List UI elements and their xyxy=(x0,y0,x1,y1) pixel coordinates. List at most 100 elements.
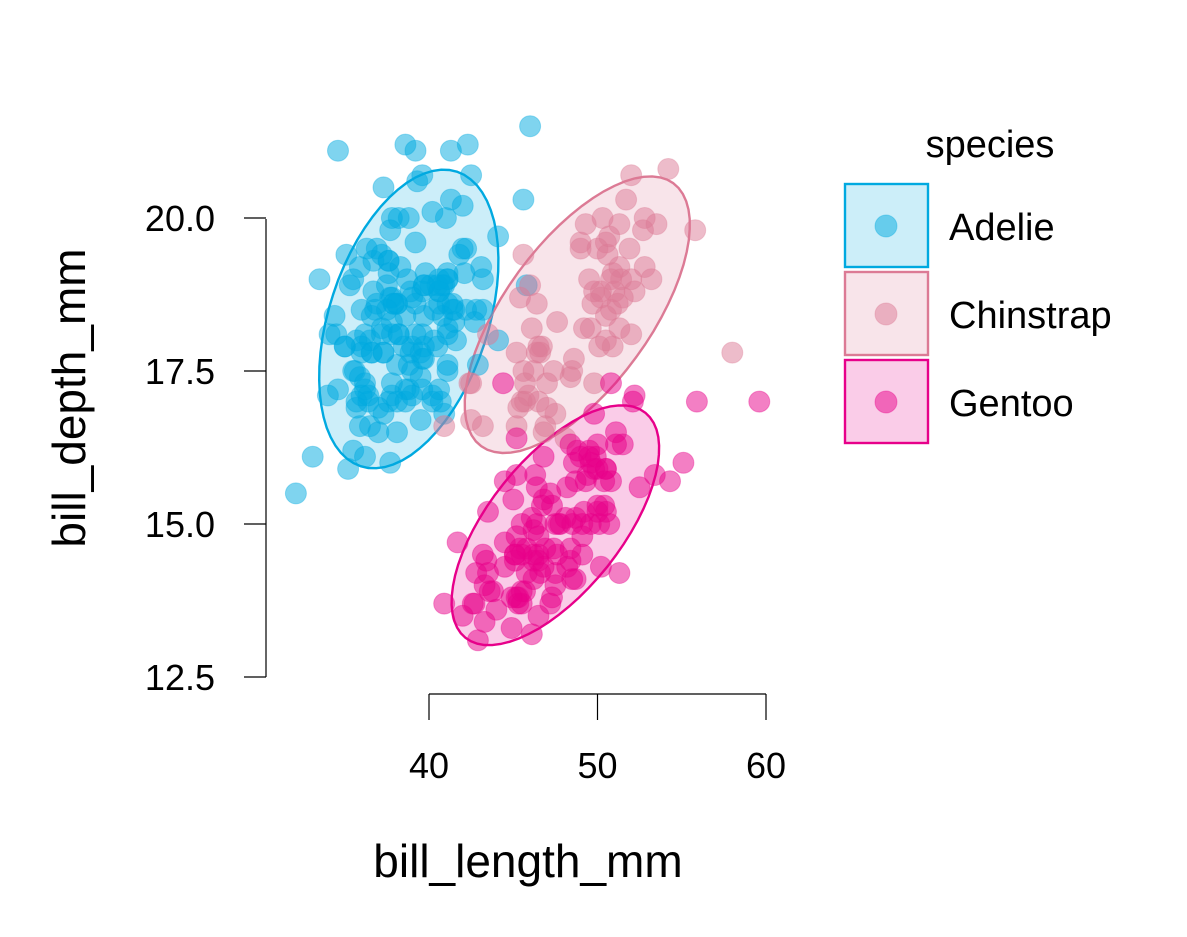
point-chinstrap xyxy=(645,213,668,236)
point-gentoo xyxy=(539,592,562,615)
point-gentoo xyxy=(473,574,496,597)
point-gentoo xyxy=(532,445,555,468)
legend-marker-gentoo xyxy=(874,390,898,414)
point-adelie xyxy=(455,237,478,260)
point-gentoo xyxy=(685,390,708,413)
point-adelie xyxy=(460,164,483,187)
point-gentoo xyxy=(608,562,631,584)
point-chinstrap xyxy=(519,274,542,297)
point-adelie xyxy=(301,445,324,468)
point-gentoo xyxy=(643,464,666,486)
point-chinstrap xyxy=(507,396,530,419)
point-adelie xyxy=(380,323,403,346)
point-adelie xyxy=(327,139,349,162)
point-adelie xyxy=(401,384,424,407)
point-gentoo xyxy=(594,500,617,523)
point-chinstrap xyxy=(623,280,646,303)
point-adelie xyxy=(428,268,451,291)
point-adelie xyxy=(409,409,432,431)
point-adelie xyxy=(436,360,459,382)
point-chinstrap xyxy=(640,268,663,291)
point-gentoo xyxy=(505,525,528,548)
point-gentoo xyxy=(477,500,499,523)
point-adelie xyxy=(379,219,402,242)
point-adelie xyxy=(429,390,452,413)
point-gentoo xyxy=(433,592,456,615)
legend-label-adelie: Adelie xyxy=(949,207,1055,249)
point-gentoo xyxy=(500,617,523,639)
point-chinstrap xyxy=(525,292,548,315)
point-adelie xyxy=(487,225,510,248)
point-gentoo xyxy=(611,433,634,456)
point-chinstrap xyxy=(520,317,543,340)
point-gentoo xyxy=(672,451,695,474)
point-adelie xyxy=(350,384,373,407)
point-chinstrap xyxy=(657,158,680,180)
x-axis-title: bill_length_mm xyxy=(373,835,682,887)
point-chinstrap xyxy=(512,243,535,266)
point-adelie xyxy=(284,482,307,505)
point-adelie xyxy=(421,200,444,223)
point-gentoo xyxy=(593,470,616,493)
point-adelie xyxy=(372,341,395,364)
point-gentoo xyxy=(466,629,489,652)
point-gentoo xyxy=(589,555,612,578)
point-chinstrap xyxy=(574,213,597,236)
point-adelie xyxy=(367,421,390,444)
y-tick-label: 15.0 xyxy=(145,504,215,545)
point-adelie xyxy=(386,421,408,444)
point-gentoo xyxy=(539,482,562,505)
legend: species Adelie Chinstrap Gentoo xyxy=(843,124,1112,445)
scatter-points xyxy=(284,115,771,652)
point-adelie xyxy=(348,415,371,438)
point-gentoo xyxy=(446,531,469,554)
point-adelie xyxy=(335,243,358,266)
legend-marker-adelie xyxy=(874,214,898,238)
x-tick-label: 60 xyxy=(746,745,786,786)
point-gentoo xyxy=(532,555,555,578)
point-chinstrap xyxy=(542,360,565,382)
point-chinstrap xyxy=(546,311,569,333)
x-tick-label: 50 xyxy=(577,745,617,786)
point-adelie xyxy=(338,274,361,297)
point-gentoo xyxy=(584,445,607,468)
point-adelie xyxy=(389,256,412,278)
legend-marker-chinstrap xyxy=(874,302,898,326)
point-gentoo xyxy=(566,439,589,462)
point-chinstrap xyxy=(721,341,744,364)
point-adelie xyxy=(337,457,360,480)
point-gentoo xyxy=(502,488,525,511)
point-adelie xyxy=(470,256,493,278)
point-chinstrap xyxy=(606,292,629,315)
point-chinstrap xyxy=(615,188,638,211)
point-gentoo xyxy=(520,623,543,646)
point-gentoo xyxy=(534,537,557,560)
point-adelie xyxy=(360,304,383,327)
point-chinstrap xyxy=(460,409,483,431)
y-tick-label: 20.0 xyxy=(145,198,215,239)
point-adelie xyxy=(411,164,434,187)
point-adelie xyxy=(316,384,339,407)
point-chinstrap xyxy=(684,219,707,242)
point-adelie xyxy=(350,341,373,364)
point-chinstrap xyxy=(618,237,641,260)
point-chinstrap xyxy=(583,280,606,303)
point-chinstrap xyxy=(525,341,548,364)
x-axis: 40 50 60 xyxy=(409,693,786,786)
point-gentoo xyxy=(583,402,606,425)
point-adelie xyxy=(439,188,462,211)
point-adelie xyxy=(512,188,535,211)
point-adelie xyxy=(439,139,462,162)
point-chinstrap xyxy=(569,231,592,254)
point-gentoo xyxy=(600,372,622,395)
point-gentoo xyxy=(500,586,523,609)
legend-title: species xyxy=(926,124,1055,166)
y-tick-label: 17.5 xyxy=(145,351,215,392)
point-chinstrap xyxy=(594,329,617,352)
point-adelie xyxy=(519,115,542,138)
point-adelie xyxy=(372,402,395,425)
point-adelie xyxy=(386,353,408,376)
point-gentoo xyxy=(493,470,516,493)
point-adelie xyxy=(308,268,331,291)
point-gentoo xyxy=(559,549,582,572)
